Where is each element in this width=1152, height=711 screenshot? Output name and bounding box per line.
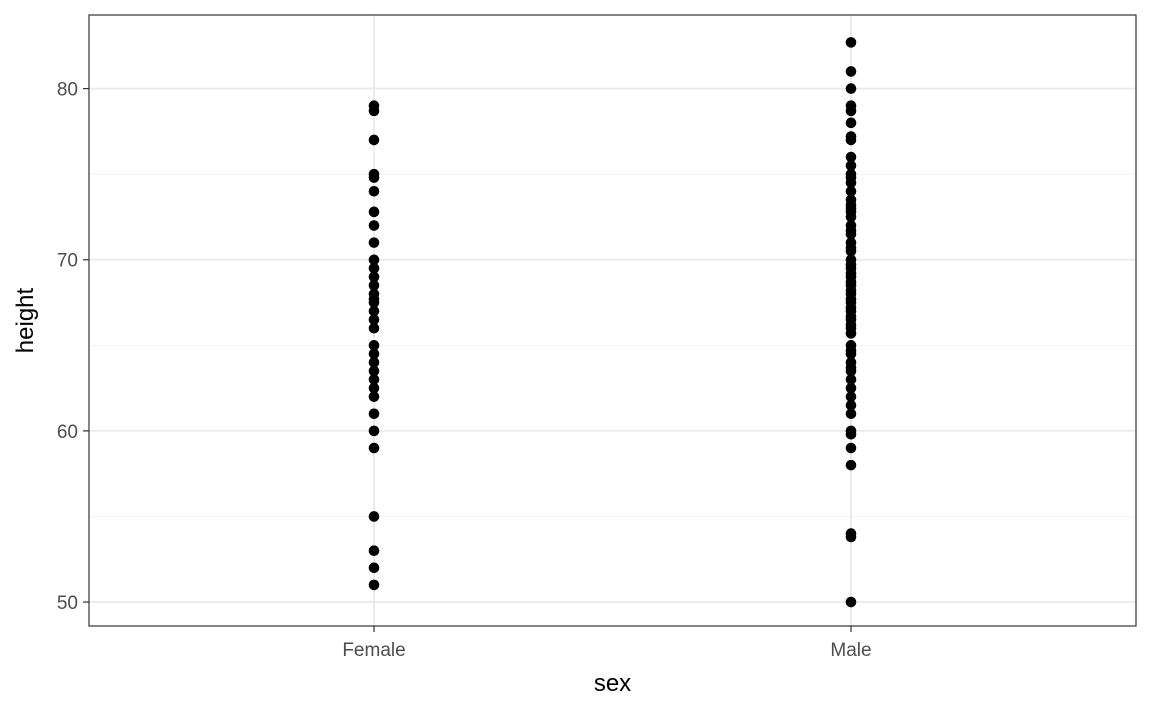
data-point-female: [368, 134, 380, 146]
y-tick-label: 80: [57, 80, 78, 101]
data-point-female: [368, 185, 380, 197]
data-point-female: [368, 545, 380, 556]
data-point-female: [368, 262, 380, 274]
x-tick-label-male: Male: [830, 640, 871, 661]
panel-background: [89, 15, 1136, 626]
data-point-female: [368, 271, 380, 283]
data-point-female: [368, 382, 380, 394]
data-point-female: [368, 442, 380, 454]
data-point-female: [368, 280, 380, 291]
data-point-male: [845, 245, 857, 257]
y-tick-label: 60: [57, 422, 78, 443]
data-point-male: [845, 117, 857, 129]
data-point-male: [845, 105, 857, 117]
data-point-female: [368, 237, 380, 248]
data-point-male: [845, 185, 857, 197]
data-point-male: [845, 348, 857, 360]
data-point-male: [845, 429, 857, 440]
data-point-male: [845, 531, 857, 543]
data-point-female: [368, 511, 380, 522]
data-point-female: [368, 365, 380, 377]
data-point-female: [368, 297, 380, 308]
data-point-male: [845, 37, 857, 48]
data-point-female: [368, 305, 380, 317]
data-point-male: [845, 228, 857, 240]
y-tick-label: 70: [57, 251, 78, 272]
data-point-female: [368, 254, 380, 266]
data-point-male: [845, 83, 857, 94]
data-point-female: [368, 357, 380, 368]
data-point-female: [368, 220, 380, 231]
data-point-female: [368, 206, 380, 218]
data-point-female: [368, 562, 380, 574]
data-point-male: [845, 442, 857, 454]
y-axis-title: height: [12, 287, 39, 353]
data-point-female: [368, 391, 380, 402]
data-points: [368, 37, 857, 608]
data-point-female: [368, 579, 380, 591]
data-point-male: [845, 408, 857, 420]
data-point-female: [368, 425, 380, 437]
data-point-male: [845, 211, 857, 223]
data-point-male: [845, 459, 857, 471]
panel-border: [88, 14, 1137, 627]
data-point-male: [845, 374, 857, 385]
data-point-female: [368, 348, 380, 360]
data-point-female: [368, 322, 380, 334]
x-tick-label-female: Female: [342, 640, 405, 661]
data-point-male: [845, 160, 857, 171]
data-point-male: [845, 382, 857, 394]
x-axis: Female Male: [342, 626, 872, 661]
data-point-male: [845, 177, 857, 189]
data-point-female: [368, 314, 380, 325]
data-point-male: [845, 134, 857, 146]
data-point-female: [368, 340, 380, 351]
y-axis: 50 60 70 80: [57, 80, 89, 614]
data-point-male: [845, 365, 857, 377]
data-point-male: [845, 391, 857, 402]
y-tick-label: 50: [57, 593, 78, 614]
data-point-female: [368, 374, 380, 385]
data-point-female: [368, 172, 380, 183]
x-axis-title: sex: [594, 670, 631, 697]
data-point-male: [845, 399, 857, 411]
data-point-male: [845, 596, 857, 608]
data-point-female: [368, 105, 380, 117]
data-point-female: [368, 408, 380, 420]
data-point-male: [845, 151, 857, 163]
data-point-male: [845, 328, 857, 339]
data-point-male: [845, 66, 857, 77]
